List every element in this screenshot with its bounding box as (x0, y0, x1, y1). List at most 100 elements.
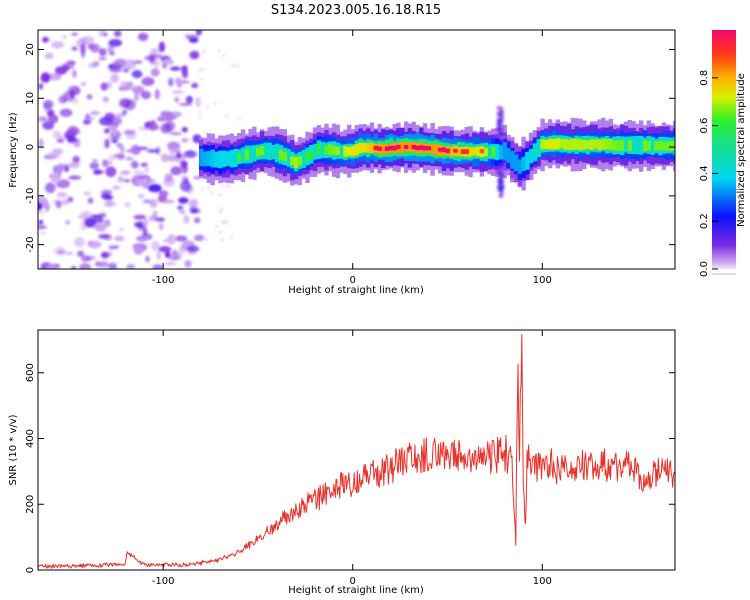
ridge-segment (275, 143, 280, 163)
ridge-segment (479, 148, 485, 154)
noise-blob (152, 264, 164, 269)
y-tick-label: -20 (25, 236, 36, 252)
noise-blob (131, 70, 143, 79)
ridge-segment (585, 140, 591, 149)
ridge-segment (517, 159, 522, 174)
noise-region (38, 30, 241, 269)
noise-blob (158, 41, 166, 53)
noise-blob (80, 81, 87, 87)
ridge-segment (525, 152, 530, 170)
noise-blob (194, 217, 201, 224)
noise-blob (93, 169, 101, 175)
noise-blob (217, 50, 221, 53)
noise-blob (218, 193, 221, 197)
noise-blob (108, 262, 118, 269)
noise-blob (136, 235, 148, 242)
noise-blob (185, 95, 193, 104)
noise-blob (156, 116, 167, 122)
noise-blob (61, 199, 70, 205)
noise-blob (180, 160, 188, 169)
noise-blob (175, 153, 183, 159)
noise-blob (64, 165, 70, 173)
noise-blob (67, 125, 79, 137)
noise-blob (181, 127, 188, 133)
ridge-segment (362, 142, 367, 153)
ridge-segment (608, 139, 613, 151)
noise-blob (215, 225, 219, 228)
noise-blob (117, 175, 125, 183)
ridge-segment (233, 148, 238, 167)
y-tick-label: 600 (25, 363, 36, 382)
ridge-segment (312, 143, 318, 160)
noise-blob (195, 96, 201, 108)
noise-blob (59, 110, 72, 117)
noise-blob (154, 58, 160, 69)
noise-blob (123, 83, 132, 91)
noise-blob (100, 251, 110, 259)
noise-blob (178, 102, 193, 106)
noise-blob (108, 39, 122, 47)
noise-blob (177, 205, 184, 210)
noise-blob (183, 150, 198, 159)
noise-blob (105, 161, 113, 165)
noise-blob (207, 186, 211, 189)
noise-blob (145, 255, 150, 263)
noise-blob (50, 172, 61, 183)
colorbar-tick-label: 0.0 (699, 261, 710, 277)
noise-blob (40, 72, 51, 83)
ridge-segment (654, 141, 659, 151)
y-tick-label: 400 (25, 429, 36, 448)
noise-blob (42, 36, 49, 43)
ridge-segment (331, 146, 337, 155)
noise-blob (220, 184, 224, 187)
noise-blob (218, 231, 222, 234)
noise-blob (181, 138, 189, 143)
y-tick-label: 200 (25, 495, 36, 514)
noise-blob (125, 149, 133, 153)
ridge-segment (612, 140, 617, 151)
noise-blob (98, 234, 110, 239)
noise-blob (114, 235, 125, 242)
ridge-segment (320, 142, 325, 159)
spike-blob (496, 105, 504, 111)
noise-blob (64, 251, 74, 256)
noise-blob (87, 197, 94, 204)
ridge-segment (555, 138, 560, 149)
ridge-segment (639, 136, 644, 155)
ridge-segment (449, 146, 454, 157)
ridge-segment (369, 142, 375, 154)
noise-blob (235, 65, 239, 68)
noise-blob (44, 52, 54, 60)
noise-blob (47, 73, 61, 81)
x-axis-label: Height of straight line (km) (288, 585, 424, 596)
noise-blob (188, 198, 199, 209)
noise-blob (38, 210, 45, 214)
noise-blob (103, 128, 111, 134)
noise-blob (131, 243, 141, 248)
ridge-segment (570, 138, 576, 150)
noise-blob (160, 123, 172, 134)
noise-blob (151, 241, 160, 251)
noise-blob (90, 43, 100, 53)
noise-blob (112, 185, 121, 191)
noise-blob (175, 235, 188, 242)
ridge-segment (434, 143, 439, 155)
noise-blob (164, 173, 174, 182)
noise-blob (164, 262, 177, 266)
noise-blob (158, 246, 172, 253)
noise-blob (99, 116, 113, 126)
ridge-segment (430, 144, 435, 154)
y-tick-label: 20 (25, 43, 36, 56)
ridge-segment (642, 140, 648, 152)
spike-blob (496, 184, 505, 190)
ridge-segment (445, 148, 450, 154)
ridge-segment (510, 150, 515, 169)
ridge-segment (366, 143, 371, 153)
noise-blob (100, 193, 112, 199)
ridge-segment (559, 139, 564, 149)
noise-blob (73, 140, 81, 148)
noise-blob (161, 199, 175, 204)
ridge-segment (229, 150, 234, 168)
ridge-segment (305, 152, 310, 162)
